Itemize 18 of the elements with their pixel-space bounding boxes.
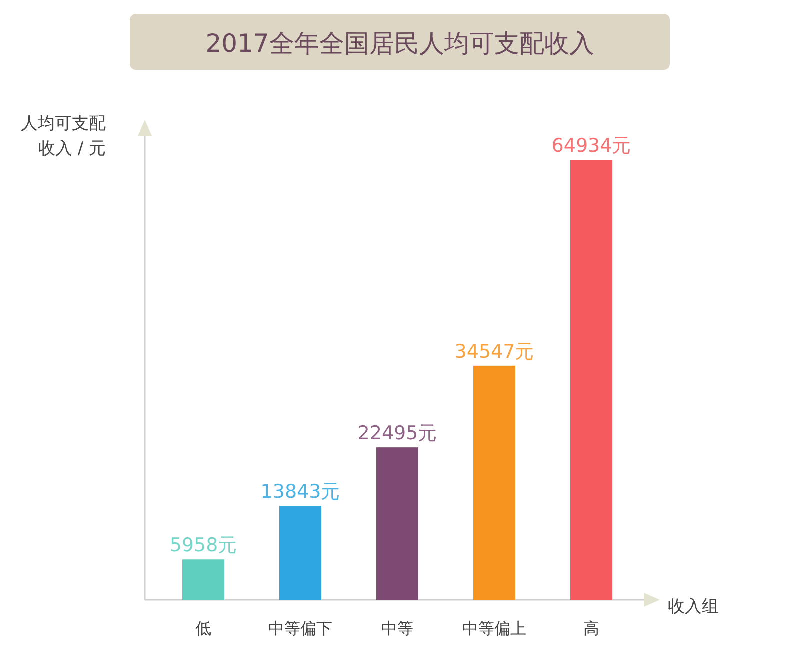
x-tick-label: 低 (196, 619, 212, 638)
x-tick-label: 中等 (382, 619, 414, 638)
x-tick-label: 高 (584, 619, 600, 638)
data-label: 34547元 (454, 340, 534, 363)
data-label: 64934元 (552, 135, 632, 157)
data-label: 22495元 (358, 422, 438, 445)
bar (474, 366, 516, 600)
chart-title: 2017全年全国居民人均可支配收入 (206, 29, 594, 58)
y-axis-title: 人均可支配收入 / 元 (20, 113, 106, 161)
bar (280, 506, 322, 600)
x-tick-label: 中等偏上 (462, 619, 526, 638)
x-axis-title: 收入组 (668, 597, 719, 617)
bar (376, 448, 418, 600)
bar (182, 560, 224, 600)
data-label: 5958元 (170, 534, 238, 557)
bar (570, 160, 612, 600)
data-label: 13843元 (260, 481, 340, 504)
x-tick-label: 中等偏下 (268, 619, 332, 638)
